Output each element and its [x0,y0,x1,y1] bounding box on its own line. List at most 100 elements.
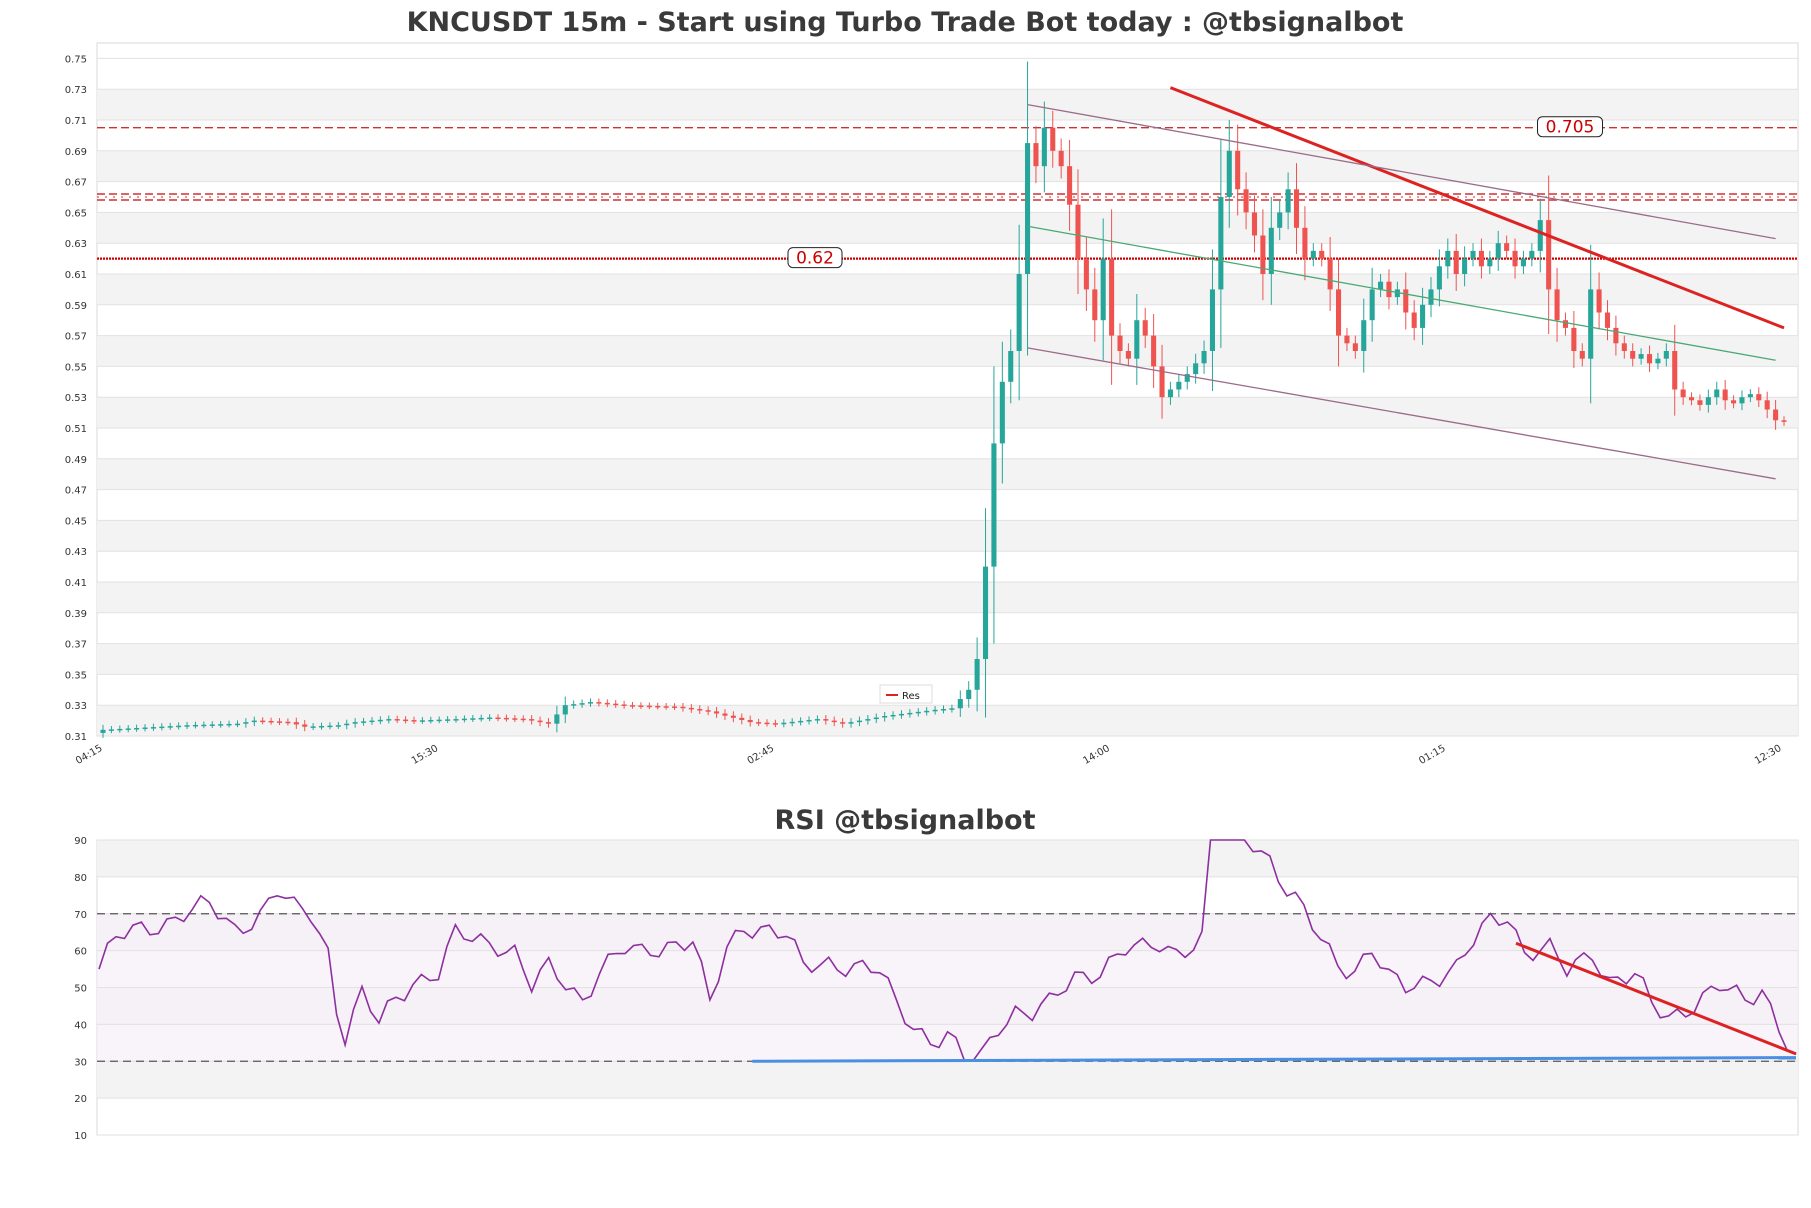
candle-body [999,381,1005,444]
grid-band [97,582,1798,613]
rsi-y-tick-label: 20 [74,1094,87,1105]
candle [1151,314,1157,388]
candle [1352,335,1358,359]
candle [1764,391,1770,419]
candle-body [1520,258,1526,267]
candle [1159,344,1165,419]
legend-box [879,684,933,704]
y-tick-label: 0.43 [65,547,87,558]
candle-body [1251,212,1258,236]
candle-body [907,712,913,715]
candle-body [890,714,896,717]
grid-band [97,520,1798,552]
candle-body [1235,150,1241,190]
candle-body [1075,204,1081,259]
rsi-line [98,839,1797,1062]
candle-body [756,722,762,724]
candle [1008,329,1014,404]
candle-body [545,722,552,724]
candle-body [663,706,669,708]
candle-body [1151,335,1157,367]
candle [1092,267,1098,342]
candle-body [823,719,829,721]
candle-body [1201,351,1207,364]
candle [419,717,425,724]
candle [487,714,493,722]
y-tick-label: 0.47 [65,486,87,497]
candle-body [150,727,156,729]
candle [831,716,837,727]
candle-body [1394,289,1400,298]
candle-body [1134,320,1140,359]
candle [1319,243,1325,267]
candle [1041,101,1047,193]
candle [1579,343,1585,367]
candle-body [495,717,501,720]
candle-body [1100,258,1106,321]
candle-body [554,714,560,724]
candle-body [369,720,375,723]
candle [134,724,140,732]
candle-body [1268,227,1274,274]
rsi-grid-band [97,840,1798,877]
candle [1689,392,1695,406]
candle [663,702,669,710]
candle-body [411,720,417,722]
rsi-y-tick-label: 70 [74,910,87,921]
rsi-trendline-rsi-resistance [1515,941,1797,1056]
y-tick-label: 0.75 [65,54,87,65]
candle-body [1209,289,1215,351]
candle-body [705,710,711,712]
y-tick-label: 0.67 [65,178,87,189]
candle-body [991,443,997,567]
candle [697,705,703,714]
grid-band [97,458,1798,490]
y-tick-label: 0.53 [65,393,87,404]
candle-body [789,721,795,724]
candle [327,722,333,730]
grid-band [97,150,1798,182]
candle [680,702,686,712]
candle [117,725,123,733]
candle [1193,353,1199,384]
candle-body [1646,354,1653,364]
candle-body [167,726,173,728]
candle-body [638,705,644,707]
candle [318,722,325,730]
candle [192,721,198,729]
candle [1386,269,1392,310]
candle-body [1773,409,1779,421]
candle [705,706,711,716]
candle-body [1226,150,1232,197]
candle-body [1722,389,1728,401]
candle [310,723,316,731]
candle [915,708,921,717]
candle-body [1193,363,1199,375]
candle [302,719,308,732]
candle [621,700,627,709]
candle-body [1588,289,1594,359]
candle [1184,366,1190,390]
candle [1747,389,1753,403]
candle-body [352,722,358,724]
candle-body [1008,351,1014,382]
x-tick-label: 12:30 [1753,743,1783,767]
candle-body [403,719,409,722]
candle-body [613,703,619,706]
candle [1537,198,1543,273]
candle-body [1033,143,1039,167]
candle [873,713,879,724]
candle [1453,233,1459,291]
candle [1260,209,1266,301]
candle-body [1277,212,1283,228]
candle-body [1083,258,1089,290]
candle [1083,237,1089,311]
candle [1571,310,1577,368]
grid-band [97,397,1798,428]
candle-body [571,704,577,706]
x-tick-label: 14:00 [1081,743,1111,767]
candle-body [957,699,963,709]
y-tick-label: 0.61 [65,270,87,281]
candle [1428,277,1434,318]
candle-body [192,724,198,727]
